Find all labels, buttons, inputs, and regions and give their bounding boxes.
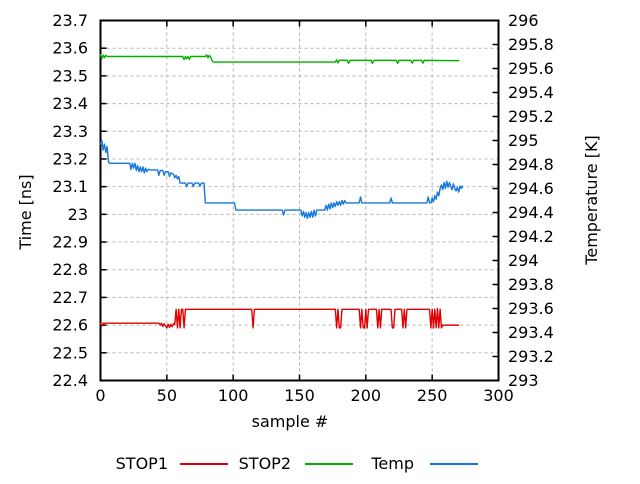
y2-tick-label: 295.4 [508, 83, 554, 102]
series-stop1 [99, 307, 460, 329]
y-tick-label: 23.6 [52, 39, 88, 58]
y-tick-label: 22.5 [52, 343, 88, 362]
y2-tick-label: 296 [508, 11, 539, 30]
legend-label-temp: Temp [370, 454, 414, 473]
series-temp [99, 139, 464, 220]
y2-tick-label: 293.6 [508, 299, 554, 318]
y-tick-label: 23.3 [52, 122, 88, 141]
y-tick-label: 23.2 [52, 149, 88, 168]
y2-tick-label: 294.4 [508, 203, 554, 222]
legend: STOP1 STOP2 Temp [116, 454, 478, 473]
y2-tick-label: 294 [508, 251, 539, 270]
series-stop2 [99, 53, 460, 65]
y2-tick-label: 293.4 [508, 323, 554, 342]
y2-tick-label: 295.8 [508, 35, 554, 54]
plot-area: 0 50 100 150 200 250 300 22.4 22.5 22.6 22.7 22.8 22… [52, 11, 553, 405]
y-tick-label: 22.9 [52, 233, 88, 252]
plot-border [99, 19, 500, 382]
y2-axis-title: Temperature [K] [582, 135, 601, 265]
y-tick-label: 22.6 [52, 316, 88, 335]
x-tick-label: 0 [95, 386, 105, 405]
legend-label-stop2: STOP2 [239, 454, 291, 473]
legend-label-stop1: STOP1 [116, 454, 168, 473]
y-tick-label: 23.5 [52, 66, 88, 85]
x-axis-title: sample # [252, 412, 329, 431]
y-tick-label: 23.1 [52, 177, 88, 196]
x-tick-label: 50 [157, 386, 177, 405]
y2-tick-label: 295.2 [508, 107, 554, 126]
x-tick-label: 250 [417, 386, 448, 405]
y2-tick-label: 294.2 [508, 227, 554, 246]
y-tick-label: 22.7 [52, 288, 88, 307]
y2-tick-label: 293.8 [508, 275, 554, 294]
x-tick-label: 300 [483, 386, 514, 405]
y-tick-label: 22.4 [52, 371, 88, 390]
y2-tick-label: 293.2 [508, 347, 554, 366]
y2-tick-label: 295 [508, 131, 539, 150]
y2-tick-label: 294.6 [508, 179, 554, 198]
y2-tick-label: 295.6 [508, 59, 554, 78]
y-tick-label: 23 [68, 205, 88, 224]
y-tick-label: 23.4 [52, 94, 88, 113]
y-tick-label: 23.7 [52, 11, 88, 30]
y2-tick-label: 293 [508, 371, 539, 390]
x-tick-label: 200 [351, 386, 382, 405]
x-tick-label: 100 [218, 386, 249, 405]
y-tick-label: 22.8 [52, 260, 88, 279]
y2-tick-label: 294.8 [508, 155, 554, 174]
x-tick-label: 150 [284, 386, 315, 405]
y-axis-title: Time [ns] [16, 174, 35, 250]
